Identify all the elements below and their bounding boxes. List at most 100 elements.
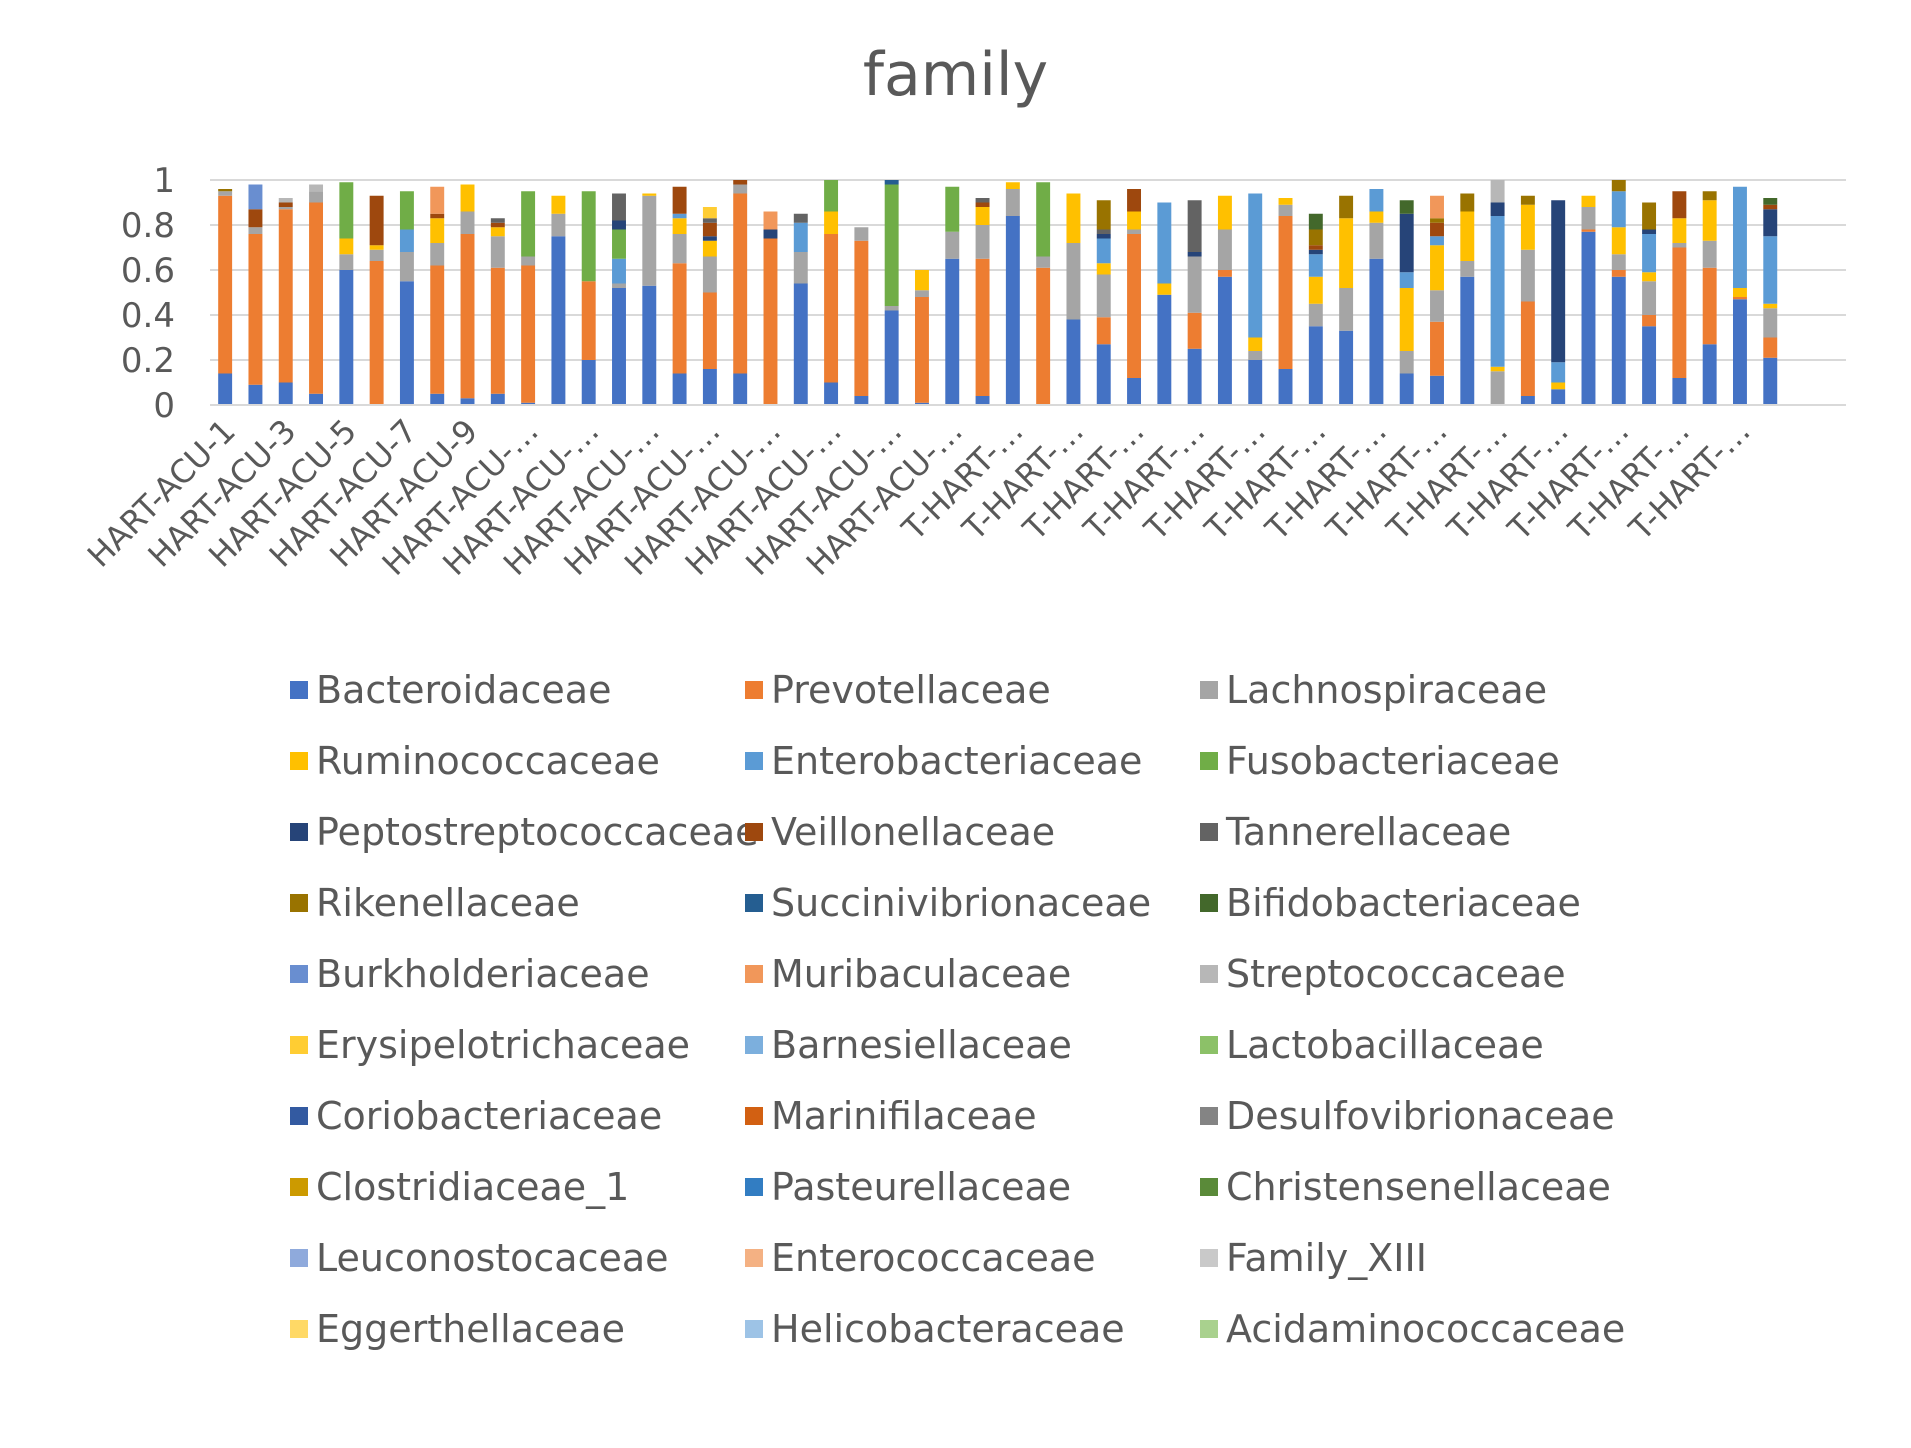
legend-label: Family_XIII	[1226, 1236, 1427, 1280]
bar-segment	[793, 222, 808, 252]
legend-swatch	[745, 1178, 763, 1196]
bar-segment	[1066, 193, 1081, 243]
bar-segment	[1339, 195, 1354, 219]
bar-segment	[824, 180, 839, 212]
bar-segment	[1702, 240, 1717, 268]
bar-segment	[975, 198, 990, 203]
bar-segment	[1278, 204, 1293, 216]
legend-swatch	[290, 752, 308, 770]
bar-segment	[1278, 198, 1293, 205]
legend-swatch	[1200, 965, 1218, 983]
y-tick-label: 0.6	[121, 251, 175, 291]
legend-label: Enterococcaceae	[771, 1236, 1096, 1280]
bar-segment	[1005, 182, 1020, 189]
legend-item: Acidaminococcaceae	[1200, 1307, 1670, 1351]
legend-label: Lactobacillaceae	[1226, 1023, 1544, 1067]
bar-segment	[1611, 180, 1626, 192]
bar-segment	[1490, 366, 1505, 372]
bar-segment	[218, 189, 233, 192]
bar-segment	[1248, 337, 1263, 351]
legend-item: Succinivibrionaceae	[745, 881, 1200, 925]
legend-label: Veillonellaceae	[771, 810, 1056, 854]
bar-segment	[702, 292, 717, 369]
bar-segment	[1430, 195, 1444, 219]
bar-segment	[1217, 276, 1232, 405]
bar-segment	[1611, 227, 1626, 255]
bar-segment	[490, 227, 505, 237]
bar-segment	[1520, 204, 1535, 250]
bar-segment	[1430, 375, 1444, 405]
bar-segment	[1763, 198, 1778, 205]
bar-segment	[1551, 382, 1566, 390]
bar-segment	[490, 236, 505, 268]
bar-segment	[1369, 222, 1384, 259]
legend-label: Christensenellaceae	[1226, 1165, 1611, 1209]
bar-segment	[339, 182, 354, 239]
bar-segment	[1732, 299, 1747, 405]
legend-item: Enterococcaceae	[745, 1236, 1200, 1280]
y-tick-label: 0	[153, 386, 175, 426]
bar-segment	[1217, 229, 1232, 270]
legend-item: Enterobacteriaceae	[745, 739, 1200, 783]
bar-segment	[1369, 211, 1384, 223]
bar-segment	[1460, 276, 1475, 405]
bar-segment	[1490, 216, 1505, 367]
bar-segment	[1581, 231, 1596, 405]
bar-segment	[642, 285, 657, 405]
bar-segment	[1672, 247, 1687, 378]
bar-segment	[1672, 378, 1687, 405]
bar-segment	[672, 373, 687, 405]
bar-segment	[460, 398, 475, 405]
bar-segment	[1187, 256, 1202, 313]
legend-label: Leuconostocaceae	[316, 1236, 669, 1280]
bar-segment	[612, 193, 626, 221]
bar-segment	[490, 222, 505, 228]
bar-segment	[1430, 236, 1444, 246]
bar-segment	[1399, 288, 1414, 351]
bar-segment	[1551, 362, 1566, 383]
bar-segment	[1248, 193, 1263, 338]
bar-segment	[278, 209, 293, 383]
bar-segment	[339, 254, 354, 270]
legend-item: Helicobacteraceae	[745, 1307, 1200, 1351]
bar-segment	[1551, 389, 1566, 405]
bar-segment	[1096, 200, 1111, 230]
bar-segment	[369, 261, 384, 405]
bar-segment	[672, 213, 687, 219]
bar-segment	[218, 373, 233, 405]
legend-swatch	[1200, 1249, 1218, 1267]
bar-segment	[1611, 270, 1626, 277]
bar-segment	[1339, 218, 1354, 288]
legend-item: Pasteurellaceae	[745, 1165, 1200, 1209]
bar-segment	[702, 236, 717, 241]
bar-segment	[248, 227, 263, 234]
bar-segment	[1127, 189, 1142, 212]
bar-segment	[1308, 213, 1323, 230]
bar-segment	[1642, 326, 1657, 405]
legend-label: Barnesiellaceae	[771, 1023, 1072, 1067]
legend-swatch	[290, 1178, 308, 1196]
bar-segment	[1672, 243, 1687, 248]
bar-segment	[430, 218, 445, 243]
bar-segment	[1127, 378, 1142, 405]
bar-segment	[763, 211, 778, 230]
bar-segment	[1430, 321, 1444, 376]
bar-segment	[612, 220, 626, 230]
legend-swatch	[290, 1036, 308, 1054]
bar-segment	[1399, 272, 1414, 288]
bar-segment	[218, 191, 233, 196]
legend-swatch	[290, 1320, 308, 1338]
bar-segment	[793, 252, 808, 284]
bar-segment	[369, 195, 384, 246]
bar-segment	[1187, 200, 1202, 252]
bar-segment	[1157, 283, 1172, 295]
bar-segment	[399, 252, 414, 282]
bar-segment	[1702, 200, 1717, 241]
bar-segment	[824, 382, 839, 405]
legend-swatch	[1200, 681, 1218, 699]
bar-segment	[399, 191, 414, 230]
bar-segment	[399, 281, 414, 405]
bar-segment	[1460, 211, 1475, 261]
bar-segment	[1036, 182, 1051, 257]
legend-item: Fusobacteriaceae	[1200, 739, 1670, 783]
